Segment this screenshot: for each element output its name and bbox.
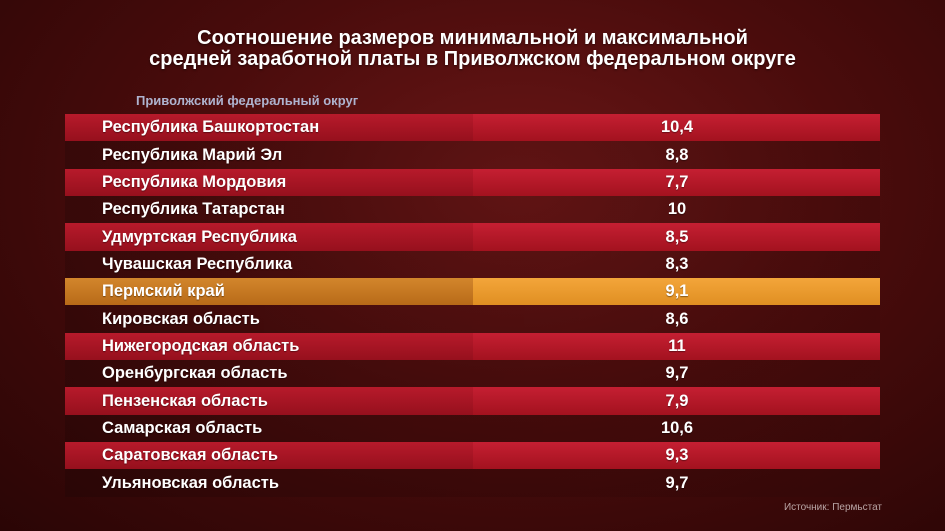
source-note: Источник: Пермьстат	[783, 502, 882, 513]
ratio-value: 8,5	[665, 227, 689, 246]
ratio-value: 10	[667, 200, 687, 219]
ratio-value: 10,4	[660, 118, 694, 137]
region-label: Ульяновская область	[102, 473, 279, 492]
region-label: Саратовская область	[102, 446, 278, 465]
table-row: Кировская область 8,6	[65, 305, 880, 333]
ratio-value: 7,9	[665, 391, 689, 410]
ratio-value: 8,6	[665, 309, 689, 328]
region-label: Пермский край	[102, 282, 225, 301]
region-label: Чувашская Республика	[102, 254, 293, 273]
table-row: Республика Марий Эл 8,8	[65, 141, 880, 169]
ratio-value: 9,7	[665, 473, 689, 492]
table-row: Саратовская область 9,3	[65, 442, 880, 470]
region-label: Самарская область	[102, 418, 263, 437]
table-row: Пермский край 9,1	[65, 278, 880, 306]
ratio-value: 10,6	[660, 418, 694, 437]
ratio-value: 9,3	[665, 446, 689, 465]
region-label: Нижегородская область	[102, 336, 300, 355]
region-label: Республика Марий Эл	[102, 145, 283, 164]
table-subtitle: Приволжский федеральный округ	[136, 93, 359, 108]
table-row: Нижегородская область 11	[65, 332, 880, 361]
region-label: Республика Башкортостан	[102, 118, 320, 137]
region-label: Оренбургская область	[102, 364, 288, 383]
table-row: Республика Татарстан 10	[65, 196, 880, 224]
ratio-value: 8,3	[665, 254, 689, 273]
table-row: Республика Мордовия 7,7	[65, 168, 880, 197]
region-label: Удмуртская Республика	[102, 227, 297, 246]
ratio-value: 9,1	[665, 282, 689, 301]
ratio-value: 9,7	[665, 364, 689, 383]
chart-title-line-2: средней заработной платы в Приволжском ф…	[149, 48, 796, 70]
region-label: Республика Мордовия	[102, 172, 287, 191]
table-row: Чувашская Республика 8,3	[65, 250, 880, 279]
region-label: Кировская область	[102, 309, 260, 328]
data-table: Республика Башкортостан 10,4 Республика Ма…	[65, 114, 880, 497]
table-row: Оренбургская область 9,7	[65, 360, 880, 388]
ratio-value: 7,7	[665, 172, 689, 191]
region-label: Пензенская область	[102, 391, 268, 410]
table-row: Ульяновская область 9,7	[65, 469, 880, 497]
table-row: Удмуртская Республика 8,5	[65, 223, 880, 252]
table-row: Пензенская область 7,9	[65, 387, 880, 416]
ratio-value: 11	[668, 336, 686, 355]
ratio-value: 8,8	[665, 145, 689, 164]
table-row: Республика Башкортостан 10,4	[65, 114, 880, 142]
chart-title-line-1: Соотношение размеров минимальной и макси…	[197, 27, 748, 49]
region-label: Республика Татарстан	[102, 200, 285, 219]
chart-title: Соотношение размеров минимальной и макси…	[0, 28, 945, 70]
table-row: Самарская область 10,6	[65, 414, 880, 443]
